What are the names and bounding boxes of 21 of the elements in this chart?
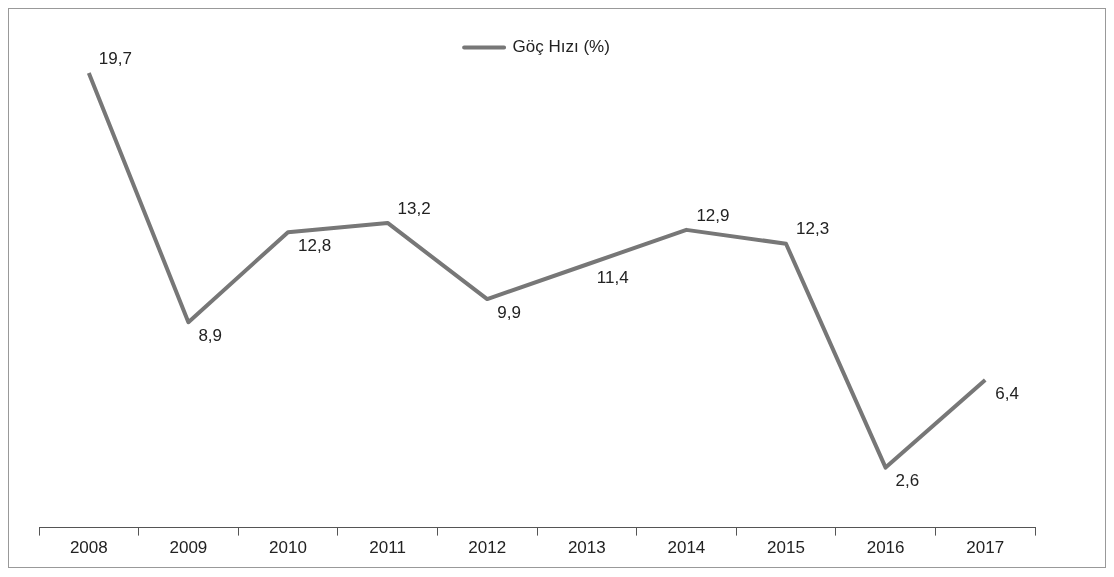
- data-label: 12,3: [796, 219, 830, 239]
- x-tick-label: 2012: [468, 538, 507, 558]
- data-label: 11,4: [596, 268, 629, 288]
- data-label: 19,7: [98, 48, 132, 68]
- data-label: 12,8: [298, 235, 332, 255]
- x-tick-label: 2013: [567, 538, 606, 558]
- data-label: 12,9: [696, 205, 730, 225]
- x-tick-label: 2016: [866, 538, 905, 558]
- data-label: 6,4: [995, 383, 1019, 403]
- x-tick-label: 2009: [169, 538, 208, 558]
- x-tick-label: 2014: [667, 538, 706, 558]
- data-label: 2,6: [895, 471, 920, 491]
- x-tick-label: 2017: [966, 538, 1005, 558]
- legend-label: Göç Hızı (%): [512, 37, 610, 57]
- data-label: 13,2: [397, 198, 431, 218]
- x-tick-label: 2011: [369, 538, 406, 558]
- data-label: 9,9: [497, 302, 521, 322]
- data-label: 8,9: [198, 325, 223, 345]
- x-tick-label: 2010: [269, 538, 307, 558]
- x-tick-label: 2008: [69, 538, 108, 558]
- x-tick-label: 2015: [767, 538, 805, 558]
